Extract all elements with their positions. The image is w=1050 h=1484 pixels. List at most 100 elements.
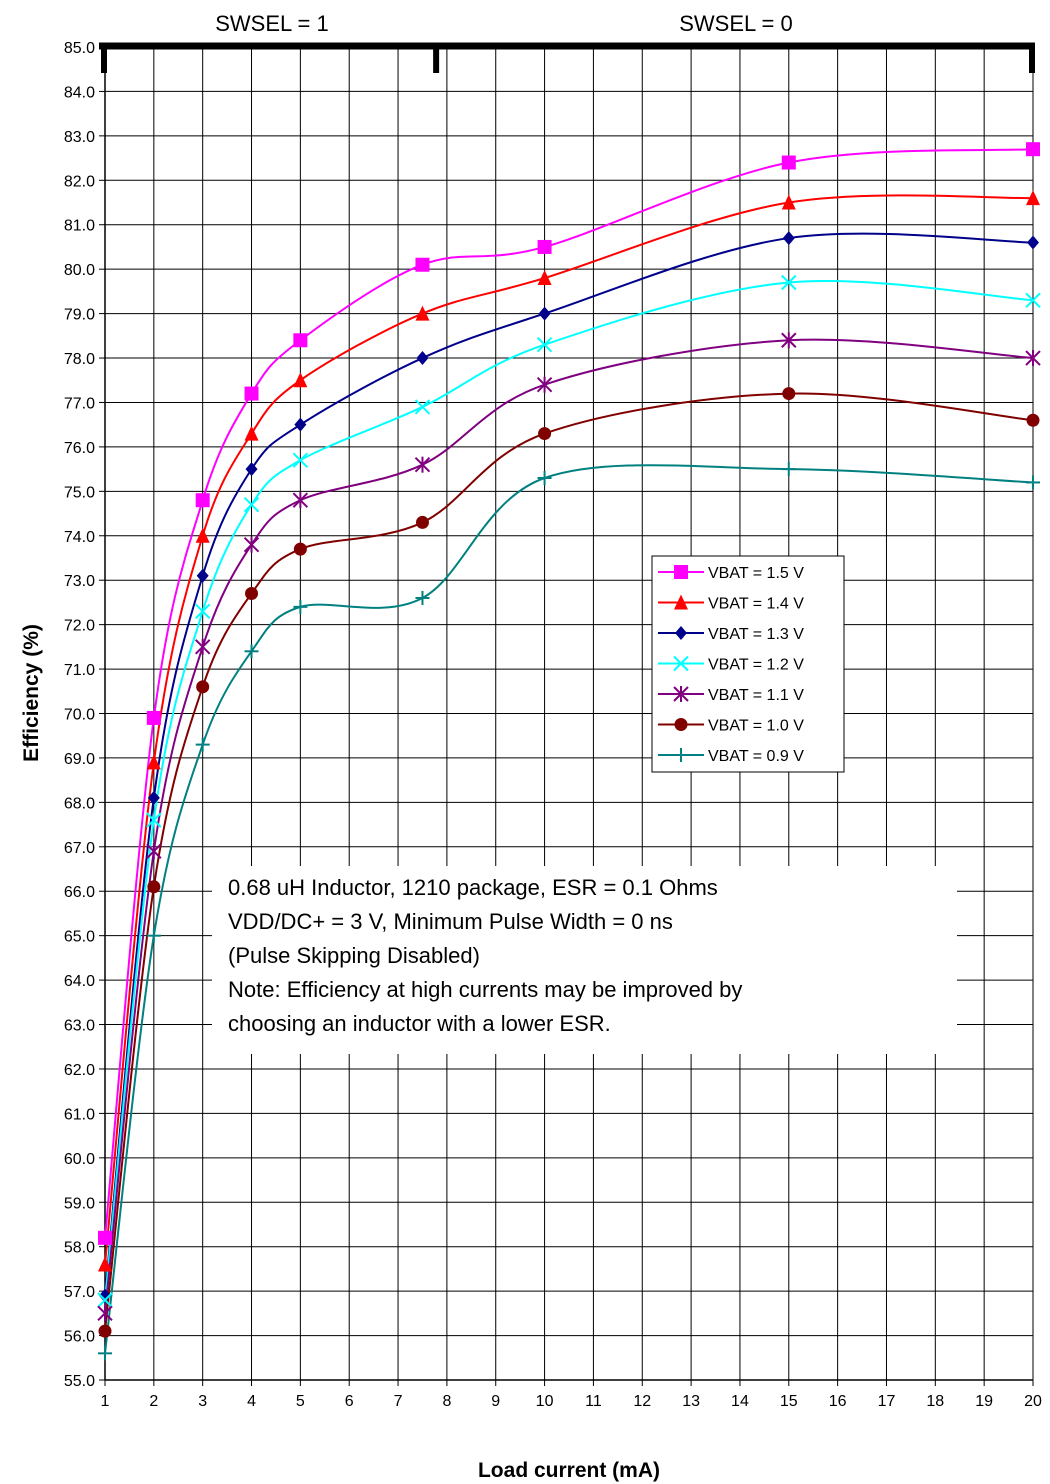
y-tick-label: 75.0 (64, 484, 95, 501)
series-line (104, 280, 1034, 1301)
data-point (414, 456, 431, 473)
data-point (146, 928, 161, 943)
y-tick-label: 68.0 (64, 795, 95, 812)
series-line (104, 232, 1034, 1296)
data-point (98, 1256, 112, 1272)
series-line (104, 338, 1034, 1314)
legend-label: VBAT = 1.3 V (708, 626, 804, 643)
y-tick-label: 63.0 (64, 1018, 95, 1035)
data-point (414, 399, 431, 415)
x-tick-label: 2 (149, 1393, 158, 1410)
data-point (196, 680, 210, 694)
x-tick-label: 10 (536, 1393, 554, 1410)
legend: VBAT = 1.5 V VBAT = 1.4 V VBAT = 1.3 V VBAT… (651, 555, 845, 773)
data-point (243, 536, 260, 553)
data-point (1025, 350, 1041, 367)
x-tick-label: 11 (585, 1393, 602, 1410)
y-tick-label: 72.0 (64, 618, 95, 635)
y-tick-label: 82.0 (64, 173, 95, 190)
y-tick-label: 60.0 (64, 1151, 95, 1168)
x-tick-labels: 1 2 3 4 5 6 7 8 9 10 11 12 13 14 15 16 17 18 19 20 (101, 1393, 1042, 1410)
y-tick-label: 74.0 (64, 529, 95, 546)
data-point (1027, 235, 1039, 250)
plot-frame (104, 47, 1033, 1381)
note-line: 0.68 uH Inductor, 1210 package, ESR = 0.… (228, 875, 718, 900)
data-point (782, 231, 795, 246)
data-point (1026, 142, 1040, 157)
y-tick-label: 69.0 (64, 751, 95, 768)
y-tick-label: 77.0 (64, 395, 95, 412)
x-tick-label: 13 (682, 1393, 700, 1410)
x-tick-label: 3 (198, 1393, 207, 1410)
legend-marker (674, 748, 688, 762)
legend-label: VBAT = 1.1 V (708, 687, 804, 704)
data-point (538, 427, 552, 441)
x-tick-label: 5 (296, 1393, 305, 1410)
series-line (104, 194, 1034, 1265)
note-box: 0.68 uH Inductor, 1210 package, ESR = 0.… (212, 866, 957, 1054)
x-axis-title: Load current (mA) (478, 1459, 660, 1482)
data-point (245, 462, 258, 477)
y-tick-label: 64.0 (64, 973, 95, 990)
y-tick-label: 62.0 (64, 1062, 95, 1079)
series-markers (97, 142, 1041, 1361)
data-point (415, 590, 430, 605)
legend-marker (673, 686, 689, 702)
data-point (194, 603, 211, 620)
region-label: SWSEL = 0 (679, 11, 793, 36)
x-tick-label: 16 (829, 1393, 847, 1410)
data-point (781, 194, 796, 210)
data-point (1026, 475, 1040, 490)
data-point (244, 386, 259, 401)
data-point (781, 462, 796, 477)
data-point (537, 270, 552, 286)
y-tick-label: 58.0 (64, 1240, 95, 1257)
data-point (243, 496, 260, 513)
data-point (537, 239, 552, 254)
data-point (147, 880, 161, 894)
data-point (195, 737, 210, 752)
y-tick-labels: 55.0 56.0 57.0 58.0 59.0 60.0 61.0 62.0 63.0 64.0… (64, 40, 95, 1390)
y-tick-label: 81.0 (64, 218, 95, 235)
x-tick-label: 14 (731, 1393, 749, 1410)
data-point (781, 274, 797, 291)
x-tick-label: 1 (101, 1393, 110, 1410)
x-tick-label: 17 (878, 1393, 896, 1410)
legend-marker (674, 594, 688, 610)
y-tick-label: 61.0 (64, 1106, 95, 1123)
grid (99, 46, 1034, 1386)
data-point (1025, 292, 1041, 308)
data-point (245, 587, 259, 601)
series-line (104, 148, 1034, 1238)
y-tick-label: 71.0 (64, 662, 95, 679)
y-tick-label: 66.0 (64, 884, 95, 901)
data-point (538, 306, 551, 321)
data-point (99, 1288, 111, 1303)
y-tick-label: 84.0 (64, 84, 95, 101)
note-line: VDD/DC+ = 3 V, Minimum Pulse Width = 0 n… (228, 909, 673, 934)
x-tick-label: 9 (491, 1393, 500, 1410)
data-point (1026, 413, 1040, 427)
x-tick-label: 18 (926, 1393, 944, 1410)
series-line (104, 392, 1034, 1332)
y-tick-label: 70.0 (64, 707, 95, 724)
data-point (98, 1346, 112, 1361)
data-point (415, 257, 430, 272)
y-tick-label: 73.0 (64, 573, 95, 590)
data-point (147, 790, 160, 805)
legend-marker (674, 565, 688, 579)
legend-marker (674, 718, 688, 731)
x-tick-label: 6 (345, 1393, 354, 1410)
data-point (415, 305, 430, 321)
data-point (195, 493, 210, 508)
y-axis-title: Efficiency (%) (20, 624, 43, 762)
x-tick-label: 7 (394, 1393, 403, 1410)
legend-marker (673, 655, 689, 672)
data-point (292, 452, 309, 468)
legend-label: VBAT = 1.4 V (708, 596, 804, 613)
data-point (244, 644, 259, 659)
data-point (244, 425, 259, 441)
data-point (293, 372, 308, 388)
data-point (781, 155, 796, 170)
